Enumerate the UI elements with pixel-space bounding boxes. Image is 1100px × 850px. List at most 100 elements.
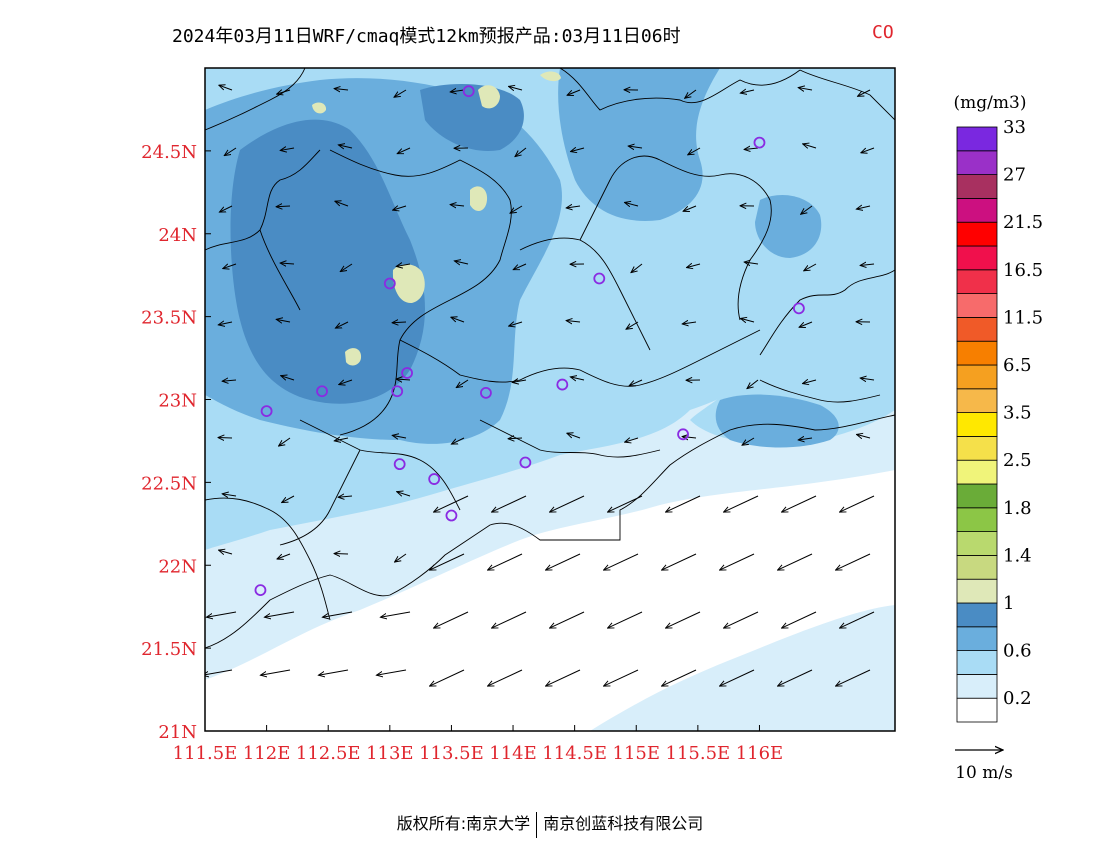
- legend-box: [956, 174, 998, 199]
- legend-box: [956, 364, 998, 390]
- wind-arrow: [318, 669, 349, 675]
- legend-box: [956, 697, 998, 723]
- wind-arrow: [682, 322, 697, 324]
- legend-box: [956, 388, 998, 413]
- wind-arrow: [604, 669, 639, 686]
- lat-tick-label: 23.5N: [141, 308, 197, 329]
- color-legend: (mg/m3) 0.2 0.6 1 1.4 1.8 2.5 3.5 6.5 11.5 16.5 21…: [954, 93, 1043, 723]
- wind-arrow: [222, 380, 237, 381]
- legend-box: [956, 150, 998, 176]
- legend-box: [956, 602, 998, 628]
- legend-label: 0.2: [1003, 688, 1032, 709]
- wind-arrow: [395, 553, 407, 562]
- wind-arrow: [570, 377, 585, 380]
- wind-arrow: [335, 321, 349, 328]
- wind-arrow: [434, 495, 469, 512]
- wind-arrow: [566, 321, 581, 322]
- wind-arrow: [624, 202, 639, 206]
- province-border-north: [205, 68, 895, 131]
- station-marker: [462, 85, 475, 98]
- wind-arrow: [840, 611, 875, 628]
- wind-arrow: [802, 380, 817, 384]
- wind-arrow: [604, 553, 639, 570]
- station-marker: [519, 456, 532, 469]
- wind-arrow: [836, 553, 871, 570]
- wind-arrow: [608, 495, 643, 512]
- wind-arrow: [322, 611, 353, 617]
- wind-arrow: [205, 669, 233, 675]
- legend-box: [956, 483, 998, 509]
- county-border-3: [339, 299, 521, 436]
- wind-arrow: [801, 205, 813, 214]
- legend-box: [956, 221, 998, 247]
- lat-tick-label: 21.5N: [141, 639, 197, 660]
- wind-arrow: [219, 85, 233, 91]
- wind-arrow: [546, 669, 581, 686]
- wind-arrow: [454, 261, 469, 264]
- legend-box: [956, 435, 998, 461]
- wind-arrow: [720, 553, 755, 570]
- wind-arrow: [688, 147, 701, 155]
- wind-arrow: [396, 264, 411, 266]
- wind-arrow: [430, 553, 465, 570]
- field-spot-2: [470, 186, 488, 212]
- legend-color-boxes: [956, 126, 998, 723]
- wind-arrow: [744, 262, 759, 264]
- wind-arrow: [335, 201, 349, 207]
- county-border-9: [479, 419, 661, 458]
- legend-label: 6.5: [1003, 355, 1032, 376]
- legend-label: 33: [1003, 117, 1026, 138]
- wind-arrow: [392, 322, 407, 323]
- station-marker: [391, 385, 404, 398]
- county-border-2: [329, 149, 512, 301]
- lon-tick-label: 115.5E: [666, 743, 731, 764]
- wind-arrow: [397, 147, 411, 154]
- wind-arrow: [567, 89, 581, 95]
- legend-label: 0.6: [1003, 641, 1032, 662]
- legend-label: 16.5: [1003, 260, 1043, 281]
- wind-arrow: [282, 495, 295, 503]
- county-border-1: [205, 149, 321, 311]
- wind-arrow: [513, 263, 527, 270]
- wind-arrow: [430, 669, 465, 686]
- legend-box: [956, 674, 998, 699]
- concentration-field: [205, 68, 895, 731]
- field-band-10-east: [715, 394, 839, 448]
- province-border-east: [759, 269, 895, 356]
- coastline: [205, 414, 895, 649]
- wind-arrow: [450, 90, 465, 92]
- county-border-4: [519, 329, 761, 387]
- station-marker: [556, 378, 569, 391]
- legend-label: 1: [1003, 593, 1014, 614]
- wind-arrow: [803, 144, 817, 148]
- wind-arrow: [742, 437, 755, 445]
- wind-arrow: [339, 380, 353, 385]
- wind-arrow: [276, 319, 291, 322]
- wind-arrow: [804, 263, 817, 271]
- wind-arrow: [280, 148, 295, 150]
- wind-arrow: [277, 90, 291, 94]
- wind-arrow: [434, 611, 469, 628]
- wind-arrow: [858, 89, 871, 96]
- wind-arrow: [740, 90, 755, 93]
- field-spot-6: [312, 102, 327, 114]
- wind-arrow: [451, 317, 465, 323]
- legend-box: [956, 340, 998, 366]
- wind-arrow: [281, 376, 295, 380]
- wind-arrow: [396, 379, 411, 380]
- wind-arrow: [546, 553, 581, 570]
- station-marker: [401, 367, 413, 379]
- legend-box: [956, 269, 998, 294]
- wind-arrow: [280, 263, 295, 264]
- legend-box: [956, 650, 998, 675]
- legend-label: 1.4: [1003, 545, 1032, 566]
- lat-tick-label: 21N: [158, 722, 197, 743]
- field-band-10-north: [558, 68, 720, 221]
- title-species: CO: [872, 22, 894, 43]
- wind-arrow: [626, 321, 639, 329]
- lat-tick-label: 24.5N: [141, 142, 197, 163]
- wind-arrow: [264, 611, 295, 617]
- wind-arrow: [392, 435, 407, 438]
- wind-arrow: [686, 264, 701, 268]
- county-border-8: [205, 497, 331, 621]
